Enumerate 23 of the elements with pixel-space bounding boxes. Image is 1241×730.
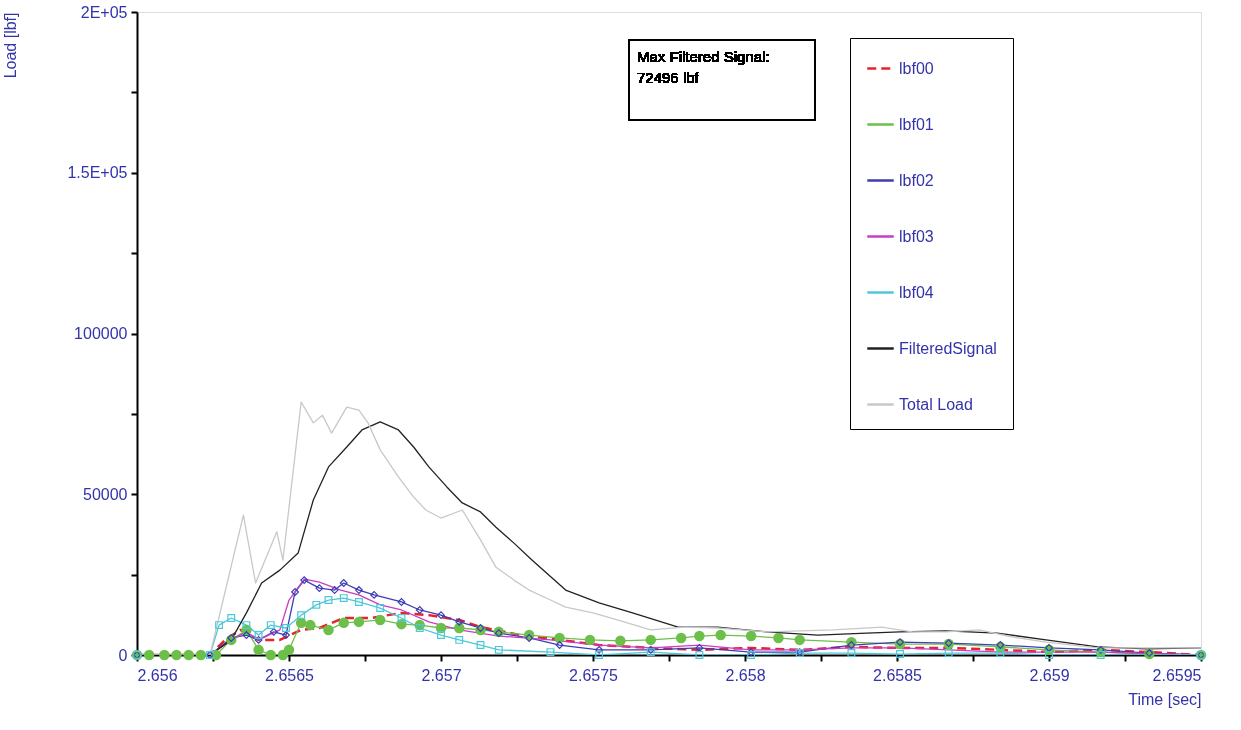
y-tick-label: 2E+05: [80, 3, 128, 21]
legend-label: lbf01: [899, 115, 934, 133]
y-axis-title: Load [lbf]: [2, 12, 20, 79]
legend-label: lbf04: [899, 283, 934, 301]
y-tick-label: 100000: [74, 325, 128, 342]
x-tick-label: 2.657: [421, 666, 462, 684]
y-tick-label: 0: [118, 646, 128, 664]
annotation: Max Filtered Signal: 72496 lbf: [637, 48, 770, 86]
x-tick-label: 2.656: [137, 666, 178, 684]
legend-label: lbf02: [899, 171, 934, 189]
x-axis-title: Time [sec]: [1128, 690, 1202, 708]
legend-label: lbf00: [899, 59, 934, 77]
x-tick-label: 2.659: [1029, 666, 1070, 684]
legend-label: FilteredSignal: [899, 339, 997, 357]
x-tick-label: 2.6565: [265, 666, 315, 684]
x-tick-label: 2.658: [725, 666, 766, 684]
legend-label: Total Load: [899, 395, 973, 413]
y-tick-label: 1.5E+05: [67, 164, 128, 182]
y-tick-label: 50000: [83, 485, 128, 503]
x-tick-label: 2.6585: [873, 666, 923, 684]
x-tick-label: 2.6575: [569, 666, 619, 684]
x-tick-label: 2.6595: [1152, 666, 1202, 684]
legend-label: lbf03: [899, 227, 934, 245]
